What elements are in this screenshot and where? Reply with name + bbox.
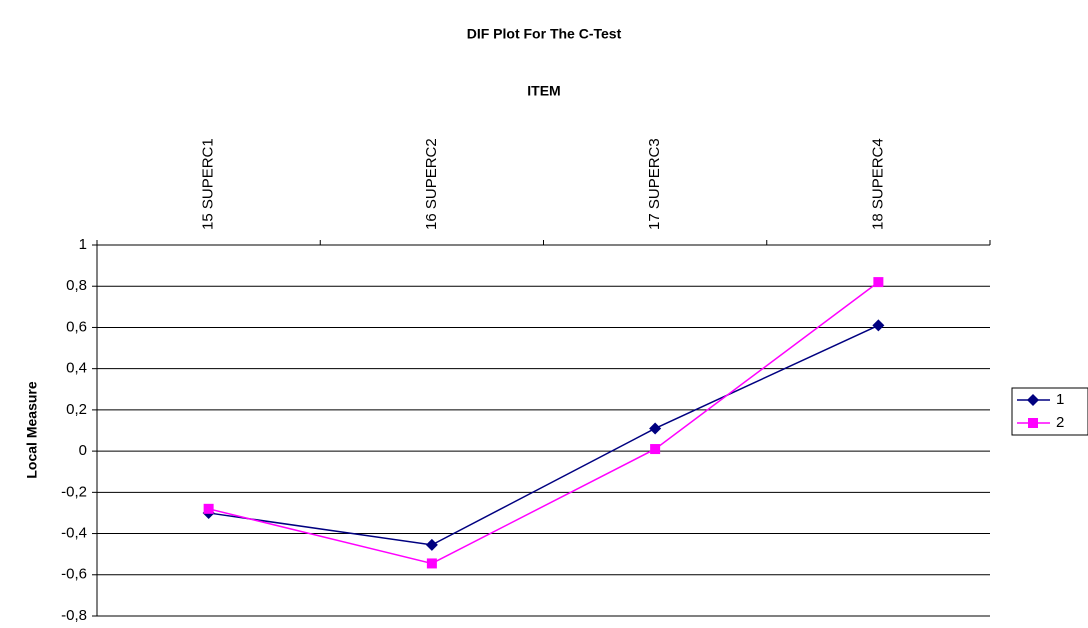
legend-box <box>1011 387 1088 436</box>
line <box>208 281 879 565</box>
legend-label: 2 <box>1056 414 1064 431</box>
y-tick-label: 0,8 <box>66 277 87 294</box>
y-tick-label: 0,2 <box>66 401 87 418</box>
x-tick-label: 17 SUPERC3 <box>646 138 663 230</box>
marker <box>872 319 885 332</box>
x-axis-title: ITEM <box>527 83 560 99</box>
marker <box>650 444 661 455</box>
y-tick-label: -0,6 <box>61 566 87 583</box>
y-tick-label: 0 <box>79 442 87 459</box>
y-tick-label: 0,4 <box>66 360 87 377</box>
marker <box>873 277 884 288</box>
y-axis-title: Local Measure <box>24 381 40 478</box>
y-tick-label: 0,6 <box>66 318 87 335</box>
x-tick-label: 15 SUPERC1 <box>200 138 217 230</box>
marker <box>203 503 214 514</box>
x-tick-label: 16 SUPERC2 <box>423 138 440 230</box>
legend-label: 1 <box>1056 391 1064 408</box>
chart-title: DIF Plot For The C-Test <box>467 26 622 42</box>
y-tick-label: 1 <box>79 236 87 253</box>
marker <box>425 538 438 551</box>
marker <box>426 558 437 569</box>
y-tick-label: -0,8 <box>61 607 87 624</box>
y-tick-label: -0,2 <box>61 483 87 500</box>
line <box>208 324 879 546</box>
x-tick-label: 18 SUPERC4 <box>869 138 886 230</box>
marker <box>649 422 662 435</box>
marker <box>1028 418 1038 428</box>
marker <box>1027 394 1039 406</box>
y-tick-label: -0,4 <box>61 525 87 542</box>
